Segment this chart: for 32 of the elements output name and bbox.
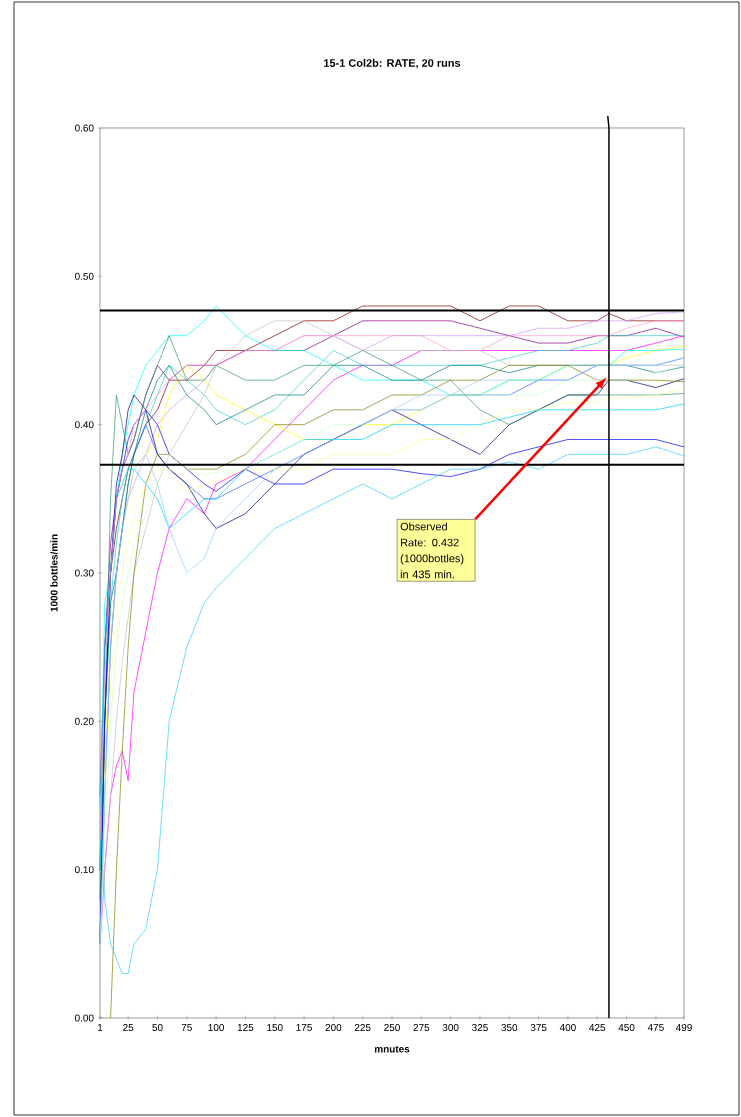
y-tick-label: 0.50 — [74, 272, 94, 280]
y-tick-label: 0.40 — [74, 421, 94, 429]
x-tick-label: 325 — [472, 1024, 488, 1032]
x-tick-label: 275 — [413, 1024, 430, 1032]
y-axis-title: 1000 bottles/min — [50, 534, 58, 612]
x-tick-label: 100 — [208, 1024, 225, 1032]
y-tick-label: 0.10 — [74, 866, 94, 874]
x-tick-label: 225 — [354, 1024, 371, 1032]
chart-title: 15-1 Col2b: RATE, 20 runs — [324, 58, 461, 69]
x-tick-label: 425 — [589, 1024, 606, 1032]
y-tick-label: 0.00 — [74, 1014, 94, 1022]
x-tick-label: 1 — [98, 1024, 103, 1031]
y-tick-label: 0.20 — [74, 717, 94, 725]
x-tick-label: 200 — [325, 1024, 342, 1032]
x-axis-title: mnutes — [374, 1045, 410, 1053]
y-tick-label: 0.30 — [74, 569, 94, 577]
x-tick-label: 350 — [501, 1024, 518, 1032]
x-tick-label: 499 — [675, 1024, 692, 1032]
x-tick-label: 125 — [237, 1024, 254, 1032]
x-tick-label: 450 — [618, 1024, 635, 1032]
x-tick-label: 475 — [647, 1024, 664, 1031]
x-tick-label: 25 — [123, 1024, 134, 1032]
x-tick-label: 400 — [559, 1024, 576, 1032]
annotation: Observed Rate: 0.432 (1000bottles) in 435 min. — [400, 522, 464, 579]
y-tick-label: 0.60 — [74, 124, 94, 132]
x-tick-label: 175 — [296, 1024, 312, 1031]
x-tick-label: 150 — [267, 1024, 283, 1032]
x-tick-label: 50 — [152, 1024, 163, 1032]
x-tick-label: 300 — [442, 1024, 459, 1032]
x-tick-label: 250 — [384, 1024, 400, 1032]
x-tick-label: 75 — [181, 1024, 192, 1031]
x-tick-label: 375 — [530, 1024, 547, 1032]
